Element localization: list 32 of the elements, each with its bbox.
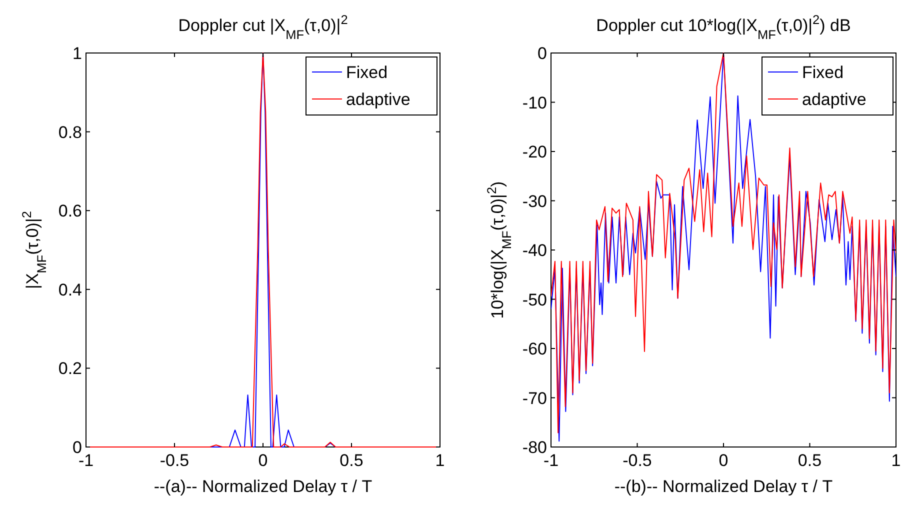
x-tick-label: 1	[891, 451, 901, 470]
y-tick-label: -10	[522, 93, 547, 112]
legend-label: Fixed	[346, 63, 388, 82]
y-tick-label: 0	[72, 438, 82, 457]
y-tick-label: 0.4	[58, 280, 82, 300]
y-tick-label: -40	[522, 241, 547, 260]
legend-label: Fixed	[802, 63, 844, 82]
y-tick-label: 0.8	[58, 122, 82, 142]
x-axis-title: --(b)-- Normalized Delay τ / T	[614, 477, 833, 496]
x-tick-label: -0.5	[622, 451, 652, 470]
y-tick-label: -80	[522, 438, 547, 457]
line-series	[86, 52, 440, 448]
x-tick-label: 0.5	[340, 451, 364, 470]
y-tick-label: -50	[522, 290, 547, 310]
y-tick-label: 0.2	[58, 359, 82, 378]
chart-title: Doppler cut |X$_{MF}$(τ,0)|$^{2}$	[178, 12, 348, 42]
x-tick-label: 0	[258, 451, 268, 470]
y-tick-label: -20	[522, 142, 547, 162]
y-tick-label: -30	[522, 192, 547, 211]
x-tick-label: -0.5	[160, 451, 190, 470]
chart-title: Doppler cut 10*log(|X$_{MF}$(τ,0)|$^{2}$) dB	[596, 12, 851, 42]
y-tick-label: 1	[72, 44, 82, 63]
x-tick-label: 0	[718, 451, 728, 470]
x-axis-title: --(a)-- Normalized Delay τ / T	[154, 477, 372, 496]
y-tick-label: 0.6	[58, 202, 82, 221]
y-tick-label: 0	[538, 44, 547, 63]
legend-label: adaptive	[346, 90, 410, 109]
x-tick-label: 1	[435, 451, 445, 470]
y-tick-label: -60	[522, 340, 547, 358]
x-tick-label: 0.5	[798, 451, 822, 470]
y-tick-label: -70	[522, 388, 547, 408]
legend-label: adaptive	[802, 90, 866, 109]
